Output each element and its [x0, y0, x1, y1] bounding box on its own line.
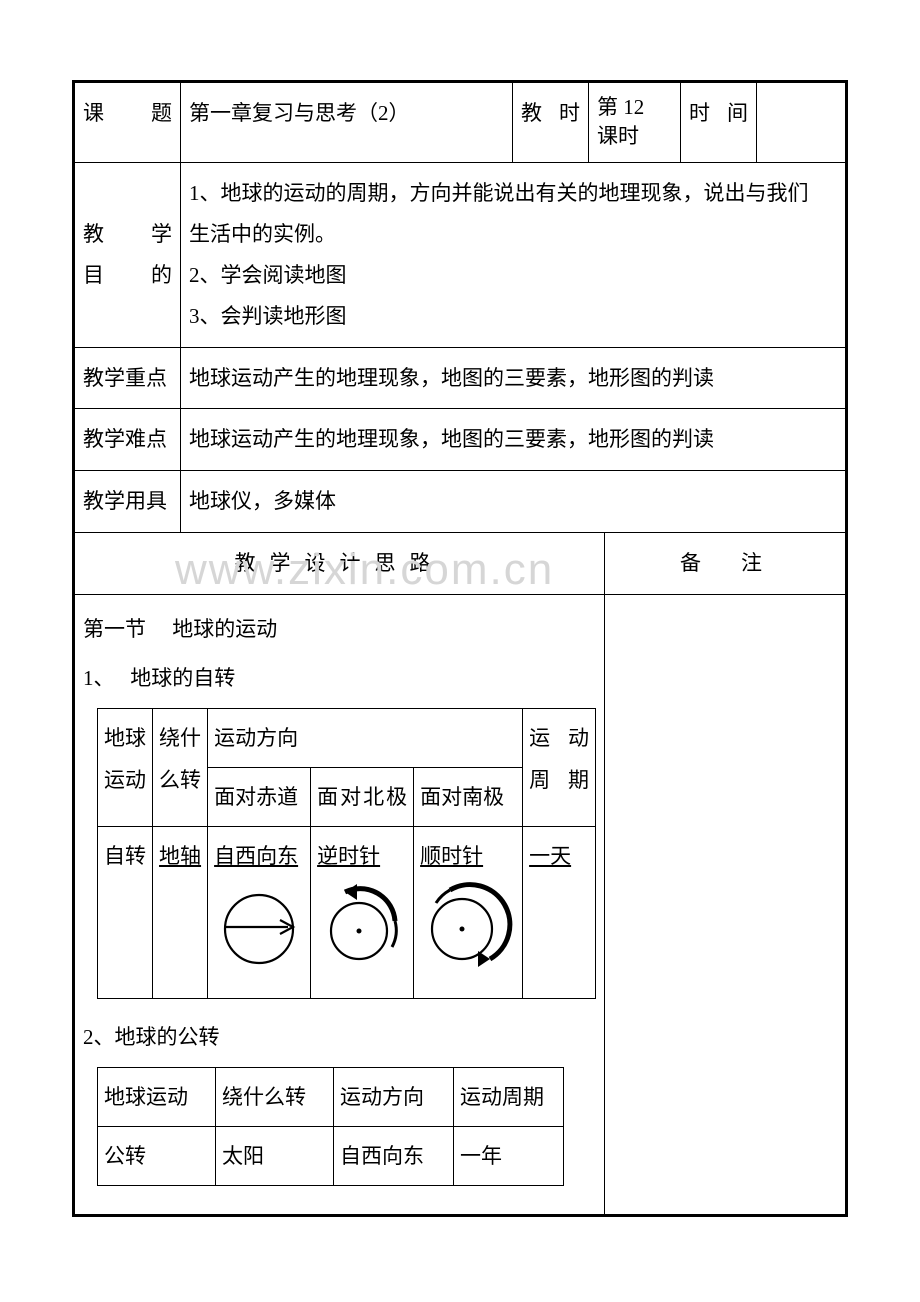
- t2-head-motion: 地球运动: [98, 1068, 216, 1127]
- t2-period: 一年: [454, 1127, 564, 1186]
- table2-wrap: 地球运动 绕什么转 运动方向 运动周期 公转 太阳 自西向东 一年: [97, 1067, 596, 1186]
- period-line2: 课时: [597, 122, 672, 151]
- subsection-title-2: 2、地球的公转: [83, 1013, 596, 1061]
- t2-motion: 公转: [98, 1127, 216, 1186]
- goal-line: 2、学会阅读地图: [189, 255, 837, 296]
- t1-period: 一天: [523, 826, 596, 998]
- t2-around: 太阳: [216, 1127, 334, 1186]
- lesson-plan-table: 课题 第一章复习与思考（2） 教时 第 12 课时 时间 教学 目的 1、地球的…: [72, 80, 848, 1217]
- t1-south-cell: 顺时针: [414, 826, 523, 998]
- t1-motion: 自转: [98, 826, 153, 998]
- rotation-inner-table: 地球运动 绕什么转 运动方向 运动周期 面对赤道 面对北极 面对南极 自转 地轴…: [97, 708, 596, 999]
- t1-axis: 地轴: [153, 826, 208, 998]
- period-line1: 第 12: [597, 93, 672, 122]
- t1-head-motion: 地球运动: [98, 708, 153, 826]
- label-tools: 教学用具: [75, 471, 181, 532]
- t1-head-north: 面对北极: [311, 767, 414, 826]
- section-title: 第一节 地球的运动: [83, 605, 596, 653]
- t1-north-cell: 逆时针: [311, 826, 414, 998]
- value-tools: 地球仪，多媒体: [181, 471, 845, 532]
- content-row: 第一节 地球的运动 1、 地球的自转 地球运动 绕什么转 运动方向 运动周期 面…: [75, 595, 845, 1214]
- keypoint-row: 教学重点 地球运动产生的地理现象，地图的三要素，地形图的判读: [75, 348, 845, 410]
- value-keypoint: 地球运动产生的地理现象，地图的三要素，地形图的判读: [181, 348, 845, 409]
- t2-head-dir: 运动方向: [334, 1068, 454, 1127]
- t1-head-equator: 面对赤道: [208, 767, 311, 826]
- design-header-row: 教学设计思路 备注: [75, 533, 845, 595]
- t1-head-axis: 绕什么转: [153, 708, 208, 826]
- table1-wrap: 地球运动 绕什么转 运动方向 运动周期 面对赤道 面对北极 面对南极 自转 地轴…: [97, 708, 596, 999]
- value-difficulty: 地球运动产生的地理现象，地图的三要素，地形图的判读: [181, 409, 845, 470]
- value-goals: 1、地球的运动的周期，方向并能说出有关的地理现象，说出与我们 生活中的实例。 2…: [181, 163, 845, 347]
- equator-arrow-icon: [214, 877, 304, 967]
- goal-line: 生活中的实例。: [189, 214, 837, 255]
- revolution-inner-table: 地球运动 绕什么转 运动方向 运动周期 公转 太阳 自西向东 一年: [97, 1067, 564, 1186]
- difficulty-row: 教学难点 地球运动产生的地理现象，地图的三要素，地形图的判读: [75, 409, 845, 471]
- ccw-arrow-icon: [317, 877, 407, 967]
- goal-line: 1、地球的运动的周期，方向并能说出有关的地理现象，说出与我们: [189, 173, 837, 214]
- t2-head-around: 绕什么转: [216, 1068, 334, 1127]
- tools-row: 教学用具 地球仪，多媒体: [75, 471, 845, 533]
- header-row: 课题 第一章复习与思考（2） 教时 第 12 课时 时间: [75, 83, 845, 163]
- notes-column: [605, 595, 845, 1214]
- label-keypoint: 教学重点: [75, 348, 181, 409]
- cw-arrow-icon: [420, 877, 516, 973]
- label-topic: 课题: [75, 83, 181, 162]
- t2-head-period: 运动周期: [454, 1068, 564, 1127]
- t2-dir: 自西向东: [334, 1127, 454, 1186]
- label-time: 时间: [681, 83, 757, 162]
- label-difficulty: 教学难点: [75, 409, 181, 470]
- value-period: 第 12 课时: [589, 83, 681, 162]
- subsection-title: 1、 地球的自转: [83, 654, 596, 702]
- value-topic: 第一章复习与思考（2）: [181, 83, 513, 162]
- t1-head-direction: 运动方向: [208, 708, 523, 767]
- content-left: 第一节 地球的运动 1、 地球的自转 地球运动 绕什么转 运动方向 运动周期 面…: [75, 595, 605, 1214]
- label-goals: 教学 目的: [75, 163, 181, 347]
- label-period: 教时: [513, 83, 589, 162]
- t1-equator-cell: 自西向东: [208, 826, 311, 998]
- goal-line: 3、会判读地形图: [189, 296, 837, 337]
- goals-row: 教学 目的 1、地球的运动的周期，方向并能说出有关的地理现象，说出与我们 生活中…: [75, 163, 845, 348]
- label-design-path: 教学设计思路: [75, 533, 605, 594]
- label-notes: 备注: [605, 533, 845, 594]
- t1-head-period: 运动周期: [523, 708, 596, 826]
- value-time: [757, 83, 845, 162]
- t1-head-south: 面对南极: [414, 767, 523, 826]
